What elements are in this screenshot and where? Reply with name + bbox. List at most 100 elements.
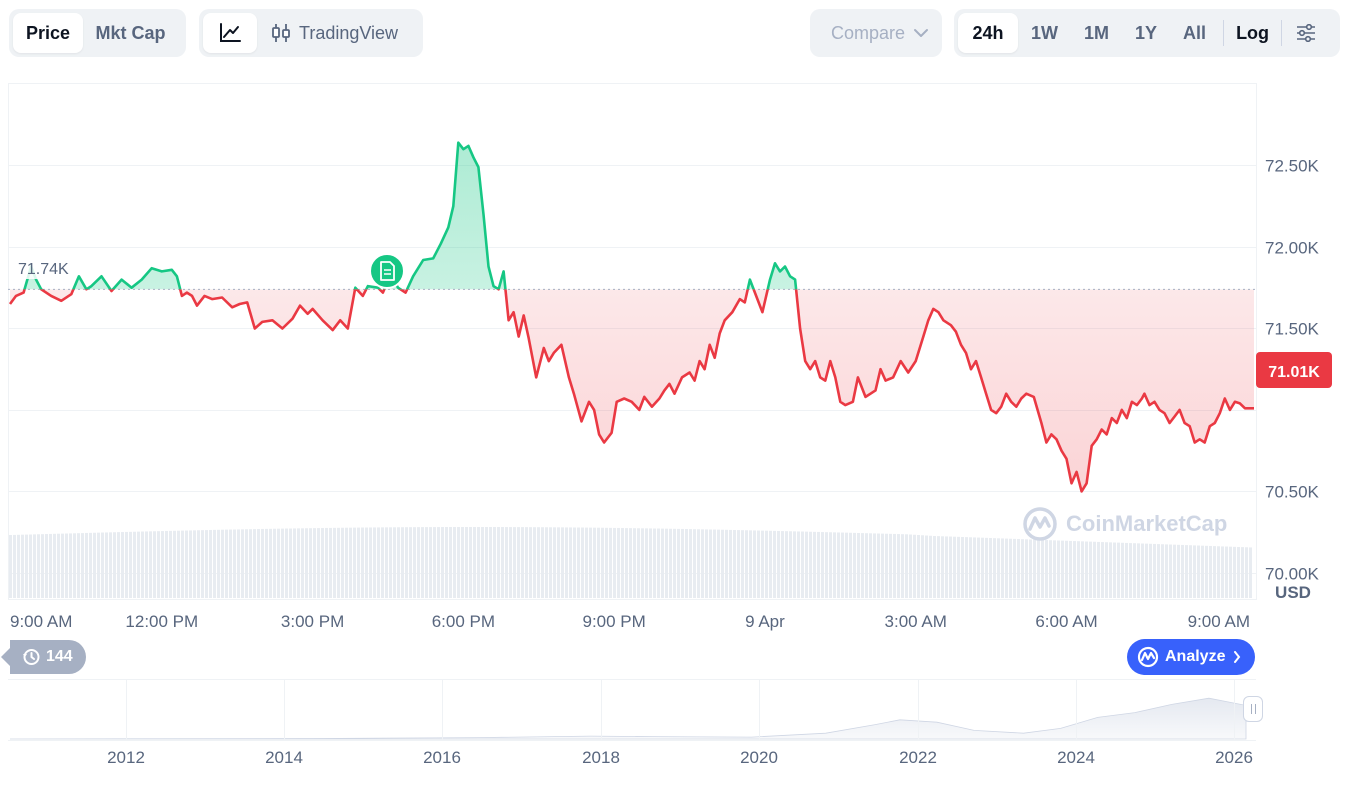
- volume-bar: [13, 534, 16, 598]
- volume-bar: [1217, 546, 1220, 598]
- volume-bar: [293, 528, 296, 598]
- analyze-button[interactable]: Analyze: [1127, 639, 1255, 675]
- volume-bar: [673, 528, 676, 598]
- volume-bar: [941, 536, 944, 598]
- volume-bar: [493, 527, 496, 598]
- volume-bar: [1189, 545, 1192, 598]
- volume-bar: [117, 532, 120, 598]
- volume-bar: [349, 527, 352, 598]
- volume-bar: [885, 533, 888, 598]
- volume-bar: [1201, 545, 1204, 598]
- range-1m[interactable]: 1M: [1084, 22, 1110, 43]
- tradingview-label: TradingView: [299, 22, 399, 43]
- overview-area: [9, 697, 1247, 740]
- volume-bar: [289, 528, 292, 598]
- range-1y[interactable]: 1Y: [1135, 22, 1158, 43]
- candlestick-icon: [271, 23, 291, 43]
- settings-button[interactable]: [1286, 13, 1326, 53]
- tradingview-button[interactable]: TradingView: [257, 13, 412, 53]
- volume-bar: [857, 532, 860, 598]
- compare-dropdown[interactable]: Compare: [810, 9, 942, 57]
- volume-bar: [85, 532, 88, 598]
- volume-bar: [565, 527, 568, 598]
- volume-bar: [1021, 539, 1024, 598]
- overview-tick-label: 2024: [1057, 748, 1095, 767]
- log-toggle[interactable]: Log: [1236, 22, 1270, 43]
- volume-bar: [21, 534, 24, 598]
- chevron-down-icon: [913, 28, 929, 38]
- volume-bar: [697, 529, 700, 598]
- volume-bar: [989, 538, 992, 598]
- history-badge[interactable]: 144: [1, 640, 86, 674]
- volume-bar: [193, 530, 196, 598]
- volume-bar: [145, 531, 148, 598]
- range-toggle: 24h 1W 1M 1Y All Log: [954, 9, 1340, 57]
- y-axis: 70.00K 70.50K 71.50K 72.00K 72.50K: [1265, 157, 1320, 584]
- volume-bar: [1037, 539, 1040, 598]
- volume-bar: [129, 531, 132, 598]
- volume-bar: [837, 532, 840, 598]
- volume-bar: [481, 527, 484, 598]
- volume-bar: [33, 534, 36, 598]
- volume-bar: [1097, 541, 1100, 598]
- range-all[interactable]: All: [1183, 22, 1207, 43]
- volume-bar: [693, 529, 696, 598]
- volume-bar: [153, 531, 156, 598]
- area-fills: [10, 142, 1254, 492]
- tab-price[interactable]: Price: [13, 13, 83, 53]
- volume-bar: [965, 537, 968, 598]
- volume-bar: [661, 528, 664, 598]
- volume-bar: [157, 531, 160, 598]
- volume-bar: [389, 527, 392, 598]
- volume-bar: [737, 530, 740, 598]
- y-tick-label: 70.00K: [1265, 565, 1320, 584]
- volume-bar: [1077, 541, 1080, 598]
- volume-bar: [101, 532, 104, 598]
- volume-bar: [69, 533, 72, 598]
- volume-bar: [81, 533, 84, 598]
- news-marker[interactable]: [369, 253, 405, 289]
- volume-bar: [849, 532, 852, 598]
- volume-bar: [1149, 543, 1152, 598]
- volume-bar: [401, 527, 404, 598]
- volume-bar: [1101, 542, 1104, 598]
- volume-bar: [413, 527, 416, 598]
- y-tick-label: 72.00K: [1265, 239, 1320, 258]
- volume-bar: [1081, 541, 1084, 598]
- range-24h[interactable]: 24h: [958, 13, 1018, 53]
- volume-bar: [433, 527, 436, 598]
- volume-bar: [277, 528, 280, 598]
- volume-bar: [657, 528, 660, 598]
- volume-bar: [1157, 544, 1160, 598]
- volume-bar: [617, 527, 620, 598]
- volume-bar: [97, 532, 100, 598]
- volume-bar: [65, 533, 68, 598]
- range-1w[interactable]: 1W: [1031, 22, 1058, 43]
- volume-bar: [745, 530, 748, 598]
- volume-bar: [357, 527, 360, 598]
- history-count: 144: [46, 648, 73, 665]
- volume-bar: [1221, 546, 1224, 598]
- volume-bar: [417, 527, 420, 598]
- volume-bar: [517, 527, 520, 598]
- volume-bar: [361, 527, 364, 598]
- volume-bar: [549, 527, 552, 598]
- sliders-icon: [1296, 24, 1316, 42]
- volume-bar: [1017, 539, 1020, 598]
- volume-bar: [217, 529, 220, 598]
- volume-bar: [609, 527, 612, 598]
- line-chart-button[interactable]: [203, 13, 257, 53]
- volume-bar: [61, 533, 64, 598]
- volume-bar: [645, 528, 648, 598]
- volume-bar: [9, 535, 12, 598]
- volume-bar: [1241, 547, 1244, 598]
- x-tick-label: 6:00 PM: [432, 612, 495, 631]
- overview-range-handle[interactable]: [1243, 696, 1263, 722]
- volume-bar: [57, 533, 60, 598]
- volume-bar: [461, 527, 464, 598]
- volume-bar: [1005, 538, 1008, 598]
- tab-mkt-cap[interactable]: Mkt Cap: [95, 22, 166, 43]
- volume-bar: [997, 538, 1000, 598]
- area-below-baseline: [10, 289, 1254, 492]
